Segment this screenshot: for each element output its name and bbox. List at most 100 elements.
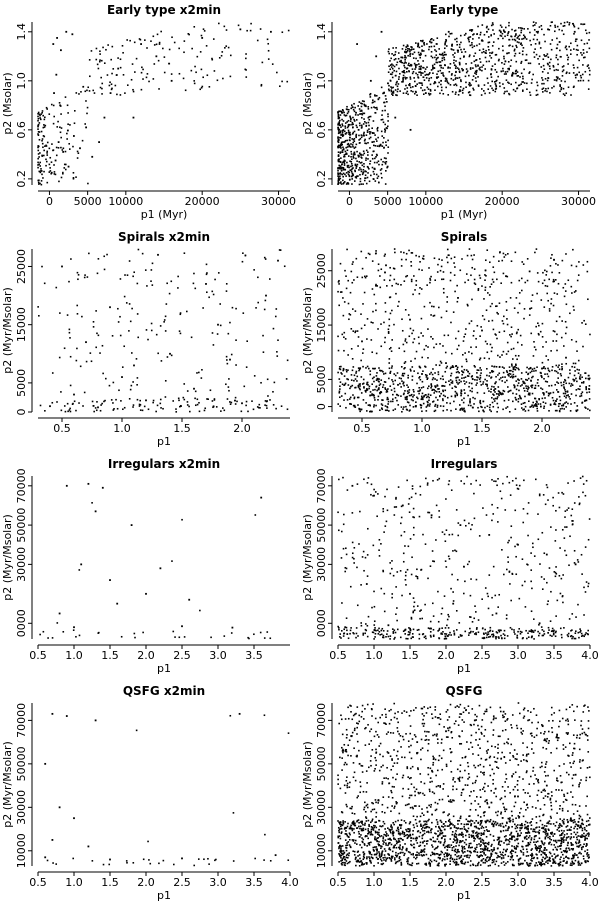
data-point bbox=[432, 368, 434, 370]
data-point bbox=[369, 92, 372, 95]
data-point bbox=[511, 365, 513, 367]
data-point bbox=[504, 31, 506, 33]
data-point bbox=[556, 381, 558, 383]
data-point bbox=[245, 404, 247, 407]
data-point bbox=[365, 170, 367, 173]
data-point bbox=[586, 270, 589, 273]
data-point bbox=[505, 300, 508, 303]
data-point bbox=[535, 53, 538, 56]
data-point bbox=[147, 338, 149, 341]
data-point bbox=[496, 402, 499, 405]
data-point bbox=[366, 165, 369, 168]
data-point bbox=[46, 154, 49, 156]
data-point bbox=[441, 59, 443, 62]
data-point bbox=[470, 578, 472, 580]
data-point bbox=[341, 333, 344, 336]
data-point bbox=[373, 173, 375, 175]
data-point bbox=[468, 632, 471, 634]
data-point bbox=[457, 383, 459, 385]
data-point bbox=[531, 376, 533, 379]
data-point bbox=[183, 40, 186, 42]
data-point bbox=[76, 150, 79, 153]
data-point bbox=[502, 710, 505, 713]
data-point bbox=[383, 531, 385, 533]
data-point bbox=[91, 860, 94, 862]
data-point bbox=[368, 385, 371, 388]
data-point bbox=[468, 36, 470, 39]
data-point bbox=[391, 309, 393, 312]
data-point bbox=[575, 616, 577, 618]
data-point bbox=[420, 39, 422, 42]
data-point bbox=[416, 396, 418, 399]
data-point bbox=[263, 308, 266, 311]
data-point bbox=[407, 631, 410, 633]
data-point bbox=[467, 304, 469, 307]
data-point bbox=[448, 380, 450, 382]
data-point bbox=[505, 79, 508, 81]
data-point bbox=[384, 310, 387, 313]
data-point bbox=[558, 28, 561, 31]
data-point bbox=[424, 366, 427, 368]
data-point bbox=[380, 854, 383, 856]
data-point bbox=[367, 151, 369, 153]
data-point bbox=[175, 408, 177, 410]
data-point bbox=[525, 378, 527, 381]
data-point bbox=[469, 401, 471, 404]
data-point bbox=[392, 631, 395, 633]
data-point bbox=[450, 257, 453, 260]
data-point bbox=[553, 853, 556, 855]
data-point bbox=[38, 163, 40, 166]
data-point bbox=[76, 313, 79, 315]
data-point bbox=[491, 346, 493, 349]
data-point bbox=[342, 161, 344, 164]
data-point bbox=[338, 164, 341, 167]
data-point bbox=[527, 409, 530, 412]
data-point bbox=[139, 38, 142, 41]
data-point bbox=[407, 64, 410, 66]
data-point bbox=[538, 398, 541, 401]
data-point bbox=[157, 352, 159, 355]
data-point bbox=[269, 637, 272, 640]
data-point bbox=[446, 81, 449, 84]
data-point bbox=[555, 76, 558, 78]
data-point bbox=[136, 313, 139, 315]
data-point bbox=[553, 403, 555, 405]
data-point bbox=[539, 861, 542, 864]
data-point bbox=[342, 314, 345, 317]
data-point bbox=[404, 59, 406, 61]
y-tick-label: 15000 bbox=[315, 308, 328, 343]
data-point bbox=[337, 122, 340, 125]
data-point bbox=[517, 795, 519, 798]
data-point bbox=[458, 90, 461, 93]
data-point bbox=[483, 357, 486, 359]
data-point bbox=[444, 80, 447, 82]
data-point bbox=[170, 73, 173, 75]
data-point bbox=[543, 578, 545, 580]
data-point bbox=[386, 125, 389, 128]
data-point bbox=[457, 636, 460, 638]
data-point bbox=[469, 631, 472, 634]
data-point bbox=[412, 610, 415, 613]
data-point bbox=[181, 857, 183, 860]
data-point bbox=[509, 494, 512, 496]
data-point bbox=[407, 93, 409, 96]
data-point bbox=[94, 407, 97, 409]
x-tick-label: 1.5 bbox=[401, 876, 419, 889]
data-point bbox=[497, 521, 499, 523]
data-point bbox=[102, 863, 105, 866]
data-point bbox=[52, 43, 55, 45]
data-point bbox=[454, 38, 456, 41]
data-point bbox=[359, 162, 362, 164]
data-point bbox=[494, 636, 497, 638]
data-point bbox=[63, 163, 66, 166]
data-point bbox=[491, 396, 493, 399]
data-point bbox=[424, 374, 427, 376]
data-point bbox=[490, 377, 492, 379]
data-point bbox=[517, 354, 520, 357]
data-point bbox=[186, 404, 189, 406]
data-point bbox=[567, 376, 570, 379]
data-point bbox=[368, 115, 371, 118]
data-point bbox=[410, 278, 413, 281]
data-point bbox=[418, 515, 421, 518]
data-point bbox=[558, 41, 561, 43]
